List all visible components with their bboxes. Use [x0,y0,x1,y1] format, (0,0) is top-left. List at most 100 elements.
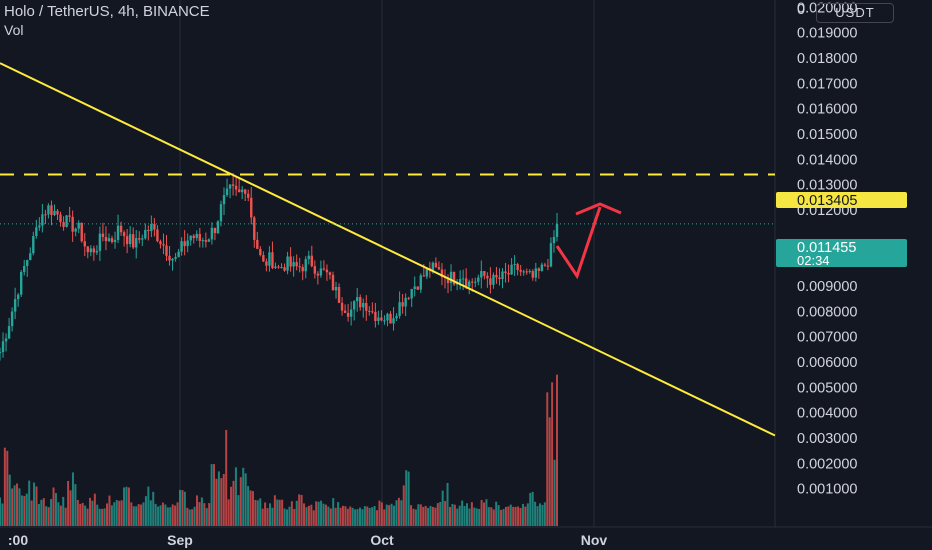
candle-body [292,262,295,267]
candlesticks [0,173,559,361]
candle-body [192,235,195,239]
volume-bar [497,505,500,526]
volume-bar [11,488,14,526]
candle-body [216,221,220,234]
candle-body [504,271,507,274]
candle-body [210,227,214,240]
volume-bar [149,500,152,526]
volume-bar [451,503,454,526]
projection-arrowhead [575,202,622,216]
volume-bar [125,486,128,526]
y-tick-label: 0 [797,2,805,18]
candle-body [286,256,289,271]
volume-bar [37,504,40,526]
candle-body [322,268,326,270]
volume-bar [67,480,70,526]
volume-bar [363,506,366,526]
volume-bar [295,500,298,526]
volume-bar [157,506,160,526]
volume-bar [376,510,379,526]
candle-body [141,238,144,240]
candle-body [492,274,495,285]
volume-bar [161,502,164,526]
candle-body [147,229,150,232]
volume-bar [81,502,84,526]
volume-bar [556,374,558,526]
volume-bar [135,506,138,526]
candle-body [274,266,277,269]
volume-bar [193,506,196,526]
candle-body [416,286,419,290]
candle-body [174,256,177,259]
volume-bar [317,501,320,526]
candle-body [4,338,8,342]
volume-bar [385,504,388,526]
volume-bar [18,488,21,526]
volume-bar [71,472,74,526]
candle-body [431,262,435,271]
volume-bar [436,503,439,526]
symbol-title[interactable]: Holo / TetherUS, 4h, BINANCE [4,3,210,20]
candle-body [86,246,89,253]
candle-body [234,185,238,190]
volume-bar [490,507,493,526]
volume-bar [242,467,245,526]
volume-bar [492,509,495,526]
volume-bar [397,497,400,526]
candle-body [392,318,395,324]
volume-bar [76,500,79,526]
volume-bar [227,499,230,526]
candle-body [283,267,286,271]
volume-bar [456,508,459,526]
volume-bar [23,495,26,526]
candle-body [425,268,429,277]
volume-bar [402,485,405,526]
candle-body [207,239,211,242]
volume-bar [1,503,4,526]
volume-bar [264,502,267,526]
candle-body [501,271,504,280]
y-tick-label: 0.009000 [797,279,857,295]
candle-body [471,281,474,283]
volume-indicator-label[interactable]: Vol [4,22,24,38]
volume-bar [237,495,240,526]
volume-bar [329,508,332,526]
y-tick-label: 0.013000 [797,178,857,194]
candle-body [310,255,313,267]
candle-body [7,326,11,339]
candle-body [89,248,93,253]
y-tick-label: 0.007000 [797,330,857,346]
volume-bar [286,509,289,526]
volume-bar [524,506,527,526]
volume-bar [3,447,6,526]
candle-body [35,227,38,237]
volume-bar [514,506,517,526]
currency-button[interactable]: USDT [816,3,894,23]
volume-bar [30,500,33,526]
candle-body [362,302,365,308]
volume-bar [531,491,534,526]
candle-body [228,184,232,189]
volume-bar [495,501,498,526]
volume-bar [320,500,323,526]
y-tick-label: 0.006000 [797,355,857,371]
candle-body [301,267,304,272]
y-tick-label: 0.008000 [797,304,857,320]
chart-header: Holo / TetherUS, 4h, BINANCE Vol [4,3,210,39]
volume-bar [446,482,449,526]
candle-body [555,223,559,237]
volume-bar [196,495,199,526]
trendline[interactable] [0,62,776,437]
volume-bar [349,506,352,526]
candle-body [180,241,183,252]
volume-bar [410,505,413,526]
y-tick-label: 0.002000 [797,456,857,472]
candle-body [461,278,465,280]
candle-body [125,236,129,245]
candle-body [68,215,71,217]
volume-bar [273,495,276,526]
candle-body [440,269,444,278]
projection-arrow[interactable] [555,206,602,280]
candle-body [113,239,117,243]
